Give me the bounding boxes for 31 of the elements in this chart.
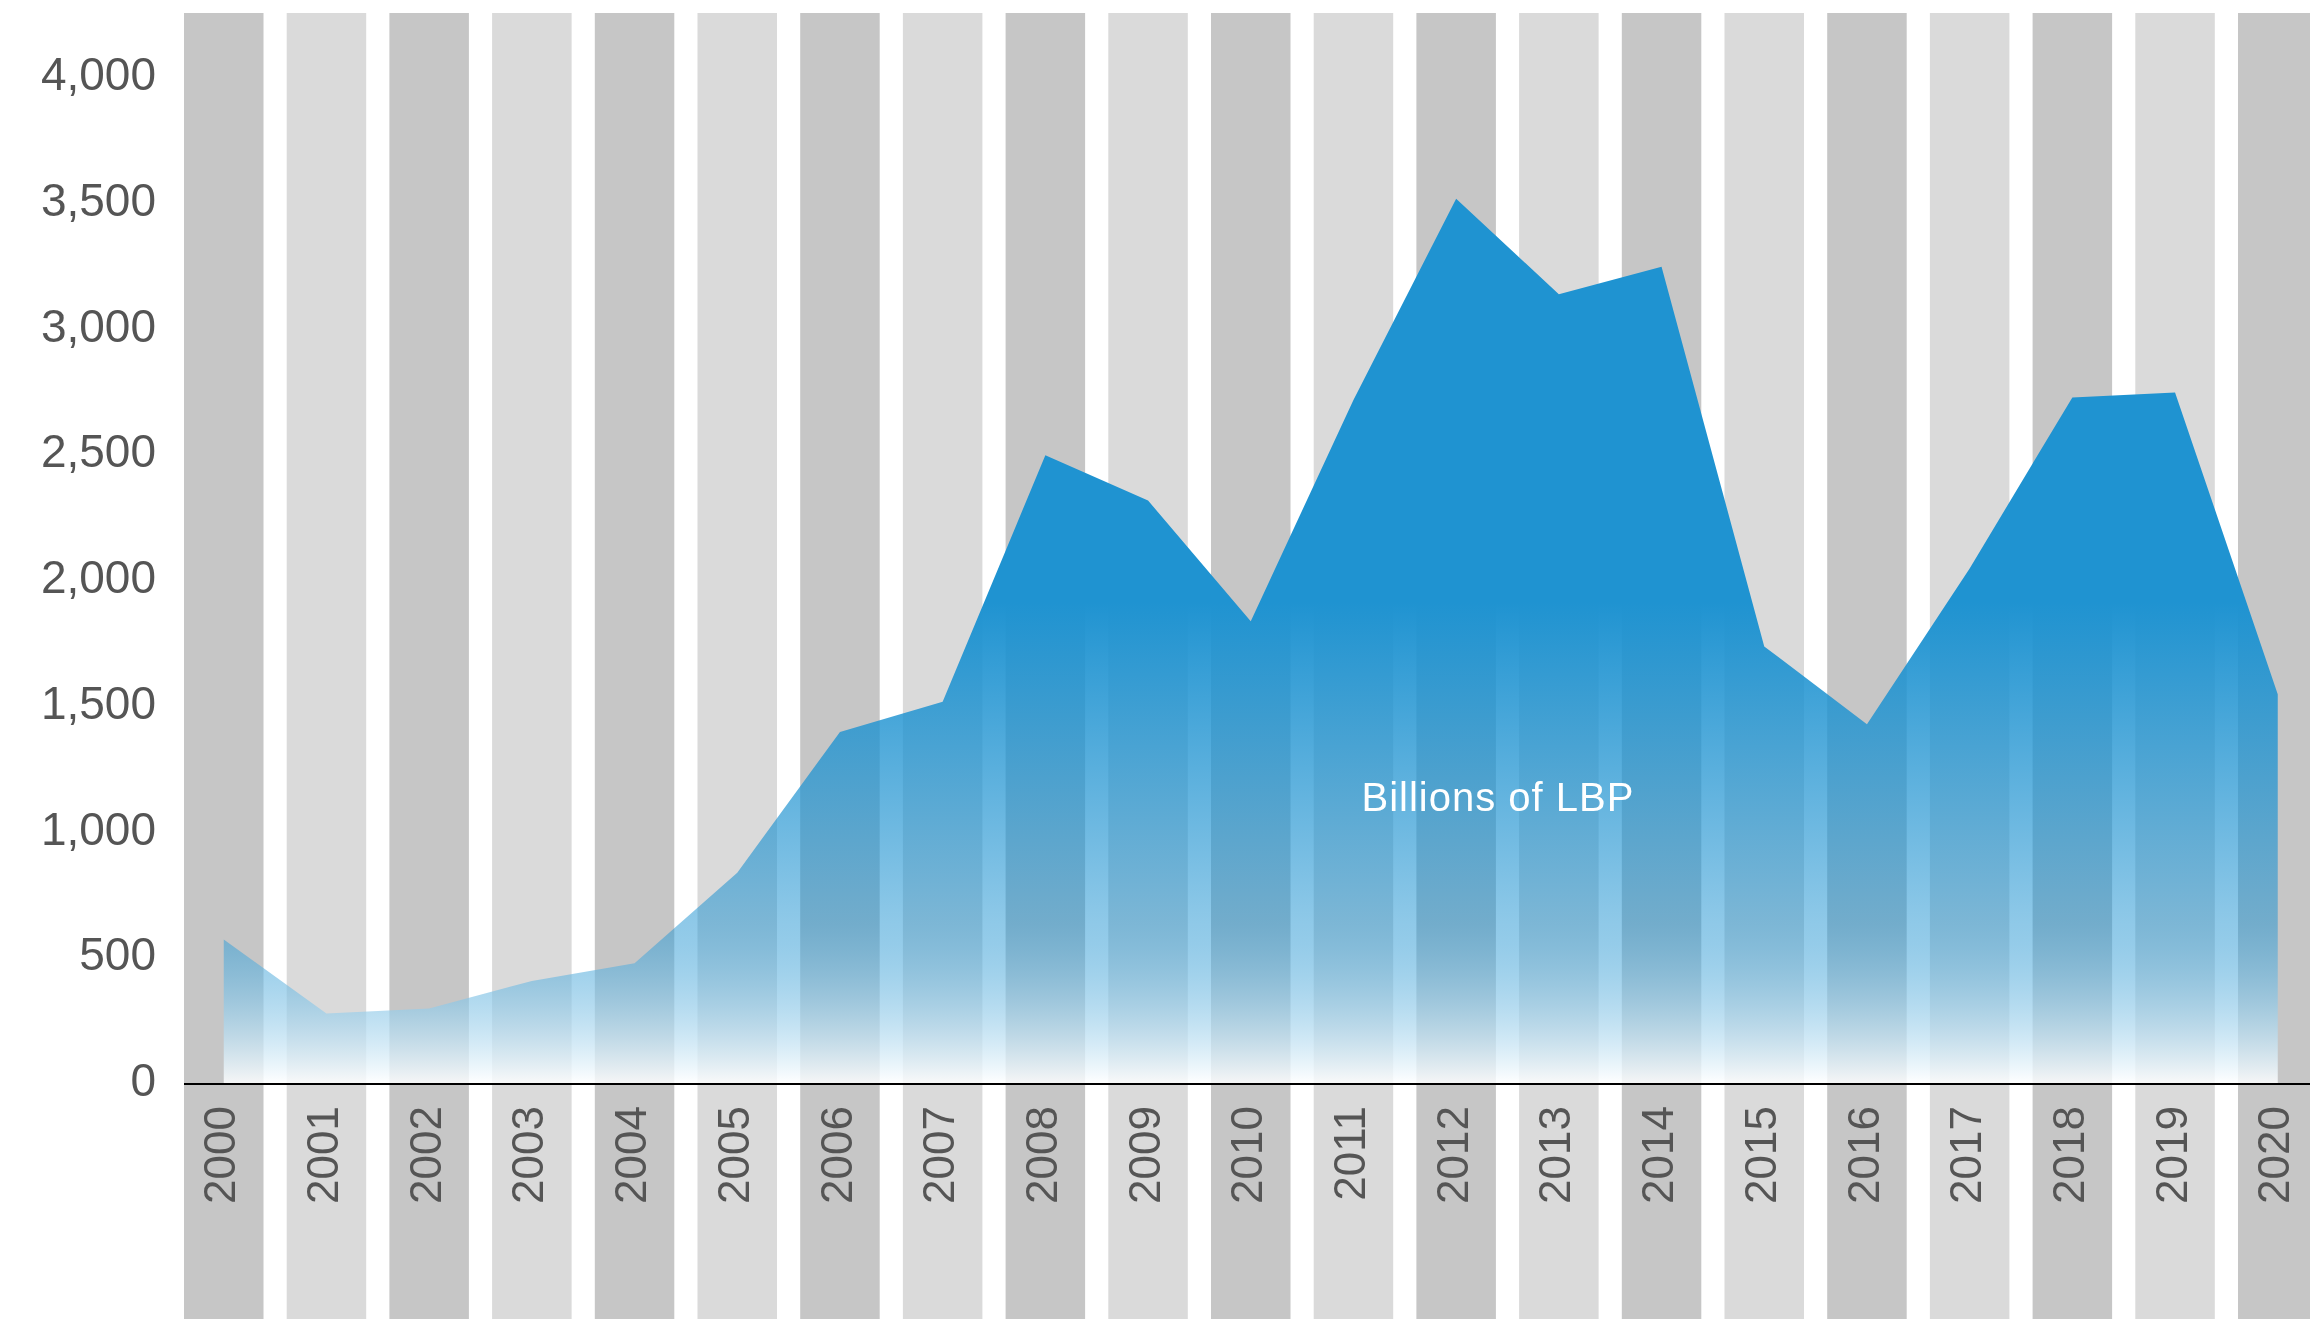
y-tick-label: 1,000 <box>40 802 156 855</box>
x-tick-label: 2017 <box>1941 1106 1991 1204</box>
x-tick-label: 2009 <box>1119 1106 1169 1204</box>
x-tick-label: 2012 <box>1427 1106 1477 1204</box>
x-tick-label: 2016 <box>1838 1106 1888 1204</box>
x-tick-label: 2000 <box>195 1106 245 1204</box>
x-tick-label: 2004 <box>606 1106 656 1204</box>
x-tick-label: 2013 <box>1530 1106 1580 1204</box>
x-tick-label: 2008 <box>1016 1106 1066 1204</box>
x-tick-label: 2003 <box>503 1106 553 1204</box>
x-tick-label: 2011 <box>1325 1106 1375 1201</box>
x-tick-label: 2018 <box>2043 1106 2093 1204</box>
y-tick-label: 2,000 <box>40 551 156 604</box>
y-tick-label: 3,000 <box>40 299 156 352</box>
x-tick-label: 2007 <box>914 1106 964 1204</box>
x-tick-label: 2001 <box>298 1106 348 1204</box>
y-tick-label: 3,500 <box>40 173 156 226</box>
x-tick-label: 2010 <box>1222 1106 1272 1204</box>
x-tick-label: 2019 <box>2146 1106 2196 1204</box>
x-tick-label: 2020 <box>2249 1106 2299 1204</box>
x-tick-label: 2015 <box>1735 1106 1785 1204</box>
x-tick-label: 2002 <box>400 1106 450 1204</box>
annotation: Billions of LBP <box>1361 774 1635 819</box>
y-tick-label: 1,500 <box>40 676 156 729</box>
y-tick-label: 2,500 <box>40 425 156 478</box>
y-tick-label: 0 <box>130 1054 156 1107</box>
y-tick-label: 500 <box>79 928 156 981</box>
x-tick-label: 2014 <box>1633 1106 1683 1204</box>
x-tick-label: 2006 <box>811 1106 861 1204</box>
y-tick-label: 4,000 <box>40 48 156 101</box>
x-tick-label: 2005 <box>708 1106 758 1204</box>
